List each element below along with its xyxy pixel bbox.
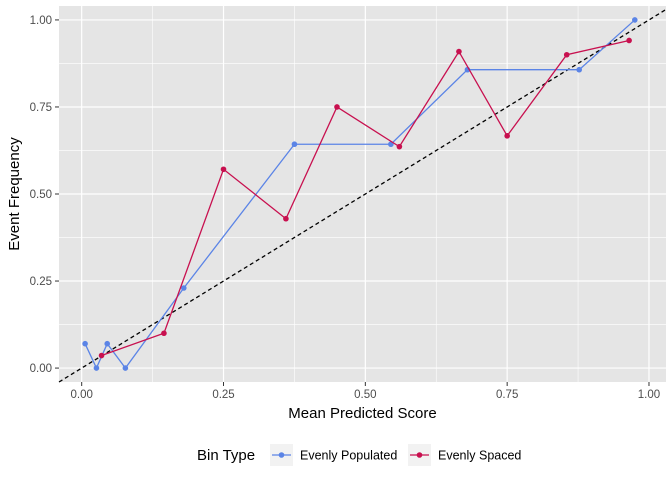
data-point-evenly-populated: [576, 66, 583, 73]
data-point-evenly-populated: [631, 17, 638, 23]
data-point-evenly-populated: [122, 365, 129, 371]
data-point-evenly-spaced: [563, 51, 570, 58]
data-point-evenly-populated: [181, 285, 187, 291]
data-point-evenly-spaced: [626, 37, 632, 44]
legend: Bin Type Evenly Populated Evenly Spaced: [197, 444, 521, 466]
data-point-evenly-populated: [104, 340, 111, 347]
legend-label-evenly-populated: Evenly Populated: [300, 449, 397, 463]
data-point-evenly-spaced: [396, 143, 403, 150]
x-tick-label: 1.00: [638, 389, 660, 401]
data-point-evenly-populated: [82, 340, 88, 347]
legend-key-point-evenly-spaced: [416, 452, 423, 458]
x-tick-label: 0.75: [496, 389, 518, 401]
data-point-evenly-spaced: [504, 133, 510, 139]
y-tick-label: 0.50: [30, 189, 52, 201]
x-tick-label: 0.50: [354, 389, 376, 401]
data-point-evenly-populated: [93, 365, 100, 371]
legend-items: Evenly Populated Evenly Spaced: [270, 444, 521, 466]
y-axis-title: Event Frequency: [6, 137, 23, 251]
x-tick-label: 0.00: [70, 389, 92, 401]
series-layer: [82, 17, 638, 371]
data-point-evenly-spaced: [98, 352, 105, 359]
legend-title: Bin Type: [197, 447, 255, 464]
data-point-evenly-spaced: [334, 104, 340, 110]
legend-label-evenly-spaced: Evenly Spaced: [438, 449, 521, 463]
y-tick-label: 0.25: [30, 276, 52, 288]
legend-key-point-evenly-populated: [278, 452, 285, 458]
y-axis-ticks: 0.00 0.25 0.50 0.75 1.00: [30, 15, 59, 375]
y-tick-label: 0.75: [30, 102, 52, 114]
data-point-evenly-populated: [291, 141, 298, 148]
x-axis-title: Mean Predicted Score: [288, 405, 436, 422]
series-line-evenly-spaced: [101, 39, 630, 357]
y-tick-label: 0.00: [30, 363, 52, 375]
data-point-evenly-spaced: [161, 330, 167, 337]
x-axis-ticks: 0.00 0.25 0.50 0.75 1.00: [70, 382, 660, 401]
data-point-evenly-spaced: [220, 166, 227, 173]
x-tick-label: 0.25: [212, 389, 234, 401]
data-point-evenly-spaced: [456, 48, 462, 55]
data-point-evenly-spaced: [283, 215, 289, 222]
y-tick-label: 1.00: [30, 15, 52, 27]
